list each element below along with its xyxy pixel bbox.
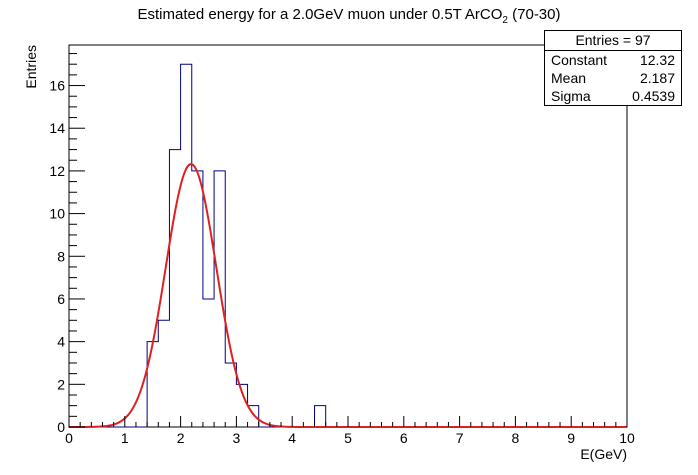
stats-entries: Entries = 97	[545, 31, 681, 51]
chart-title-main: Estimated energy for a 2.0GeV muon under…	[137, 6, 503, 23]
y-tick-label: 6	[57, 291, 65, 307]
stats-row-mean: Mean 2.187	[545, 69, 681, 87]
y-tick-label: 8	[57, 248, 65, 264]
y-tick-label: 12	[49, 163, 65, 179]
y-tick-label: 16	[49, 78, 65, 94]
histogram-outline	[69, 63, 627, 428]
x-tick-label: 1	[121, 430, 129, 446]
stats-value: 0.4539	[632, 88, 675, 104]
x-axis-label: E(GeV)	[580, 446, 627, 462]
stats-row-sigma: Sigma 0.4539	[545, 87, 681, 105]
x-tick-label: 3	[233, 430, 241, 446]
x-tick-label: 7	[456, 430, 464, 446]
y-tick-label: 2	[57, 376, 65, 392]
stats-box: Entries = 97 Constant 12.32 Mean 2.187 S…	[544, 30, 682, 106]
x-tick-label: 8	[512, 430, 520, 446]
stats-value: 12.32	[639, 52, 675, 68]
x-tick-label: 2	[177, 430, 185, 446]
y-tick-label: 0	[57, 419, 65, 435]
gaussian-fit-curve	[69, 163, 627, 428]
y-axis-label: Entries	[23, 45, 39, 89]
x-tick-label: 0	[65, 430, 73, 446]
y-tick-label: 4	[57, 334, 65, 350]
y-tick-label: 10	[49, 206, 65, 222]
stats-label: Constant	[551, 52, 608, 68]
chart-title: Estimated energy for a 2.0GeV muon under…	[0, 6, 698, 26]
x-tick-label: 4	[288, 430, 296, 446]
stats-label: Mean	[551, 70, 587, 86]
x-tick-label: 10	[619, 430, 635, 446]
stats-label: Sigma	[551, 88, 591, 104]
chart-title-tail: (70-30)	[507, 6, 561, 23]
chart-title-subscript: 2	[502, 15, 508, 26]
x-tick-label: 6	[400, 430, 408, 446]
stats-value: 2.187	[639, 70, 675, 86]
y-tick-label: 14	[49, 120, 65, 136]
x-tick-label: 5	[344, 430, 352, 446]
stats-row-constant: Constant 12.32	[545, 51, 681, 69]
x-tick-label: 9	[567, 430, 575, 446]
